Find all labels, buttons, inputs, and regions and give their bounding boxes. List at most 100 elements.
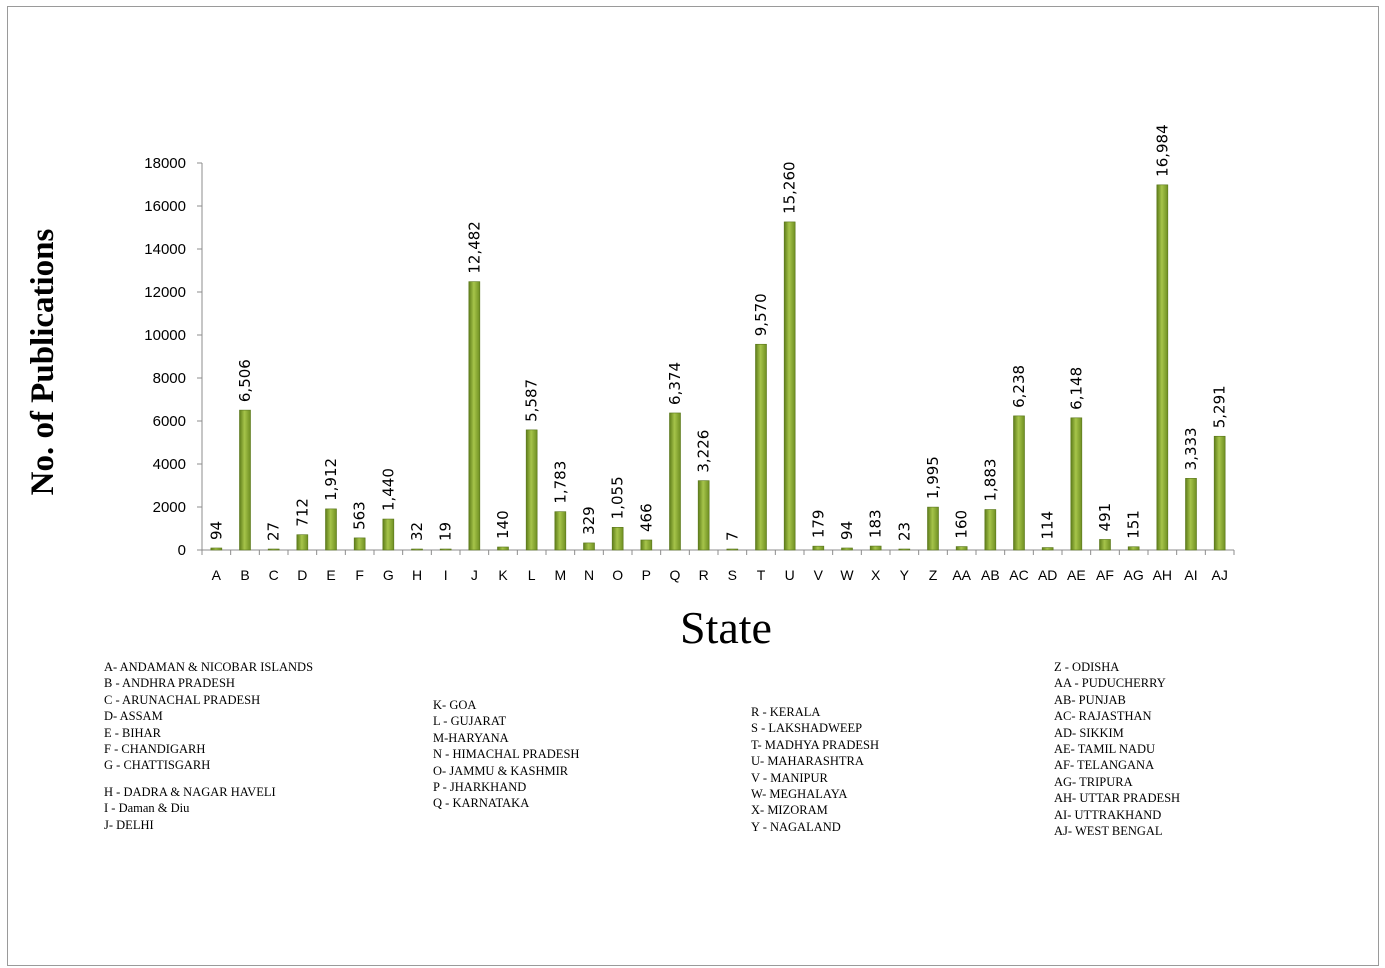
category-label-AI: AI (1184, 567, 1197, 583)
category-label-D: D (297, 567, 307, 583)
y-tick-label: 14000 (144, 241, 186, 258)
y-tick-label: 18000 (144, 155, 186, 172)
bar-K (497, 546, 509, 551)
y-tick-label: 10000 (144, 327, 186, 344)
bar-C (267, 548, 280, 551)
legend-entry: L - GUJARAT (433, 714, 507, 729)
y-tick-label: 4000 (153, 456, 186, 473)
category-label-AE: AE (1067, 567, 1086, 583)
legend-entry: N - HIMACHAL PRADESH (433, 747, 580, 762)
bar-O (611, 527, 624, 551)
legend-entry: S - LAKSHADWEEP (751, 721, 863, 736)
bar-N (583, 542, 595, 551)
chart-data-labels: 94 6,506 27 712 1,912 563 1,440 32 19 12,482 140 5,… (207, 124, 1228, 541)
legend-entry: A- ANDAMAN & NICOBAR ISLANDS (104, 660, 314, 674)
bar-D (296, 534, 309, 551)
bar-B (239, 409, 251, 551)
bar-AG (1127, 546, 1140, 551)
data-label-B: 6,506 (236, 359, 254, 402)
data-label-AB: 1,883 (981, 459, 999, 502)
bar-S (726, 548, 739, 551)
data-label-Q: 6,374 (666, 362, 684, 405)
bar-AH (1156, 184, 1169, 551)
bar-Q (669, 412, 681, 551)
category-label-AJ: AJ (1211, 567, 1227, 583)
bar-Y (898, 548, 911, 551)
category-label-T: T (757, 567, 766, 583)
category-label-Z: Z (929, 567, 938, 583)
data-label-Y: 23 (895, 522, 913, 541)
bar-AC (1013, 415, 1025, 551)
legend-entry: I - Daman & Diu (104, 801, 190, 816)
data-label-AA: 160 (953, 510, 971, 539)
data-label-AD: 114 (1039, 511, 1057, 540)
legend-list-1: A- ANDAMAN & NICOBAR ISLANDS B - ANDHRA P… (104, 659, 313, 774)
legend-entry: Y - NAGALAND (751, 819, 841, 834)
category-label-Y: Y (900, 567, 910, 583)
category-label-A: A (212, 567, 222, 583)
category-label-E: E (326, 567, 335, 583)
legend-entry: AD- SIKKIM (1054, 725, 1124, 740)
bar-Z (927, 506, 939, 551)
y-axis-title: No. of Publications (25, 228, 61, 495)
data-label-N: 329 (580, 506, 598, 535)
bar-J (468, 281, 481, 551)
legend-entry: AJ- WEST BENGAL (1054, 824, 1163, 839)
legend-entry: AI- UTTRAKHAND (1054, 807, 1162, 822)
category-label-N: N (584, 567, 594, 583)
bar-AB (984, 509, 997, 551)
bar-T (755, 343, 767, 551)
legend-entry: AB- PUNJAB (1054, 692, 1126, 707)
legend-entry: G - CHATTISGARH (104, 758, 211, 773)
bar-F (353, 537, 366, 551)
x-axis-title: State (680, 602, 772, 653)
data-label-O: 1,055 (609, 476, 627, 519)
bar-R (697, 480, 710, 551)
legend-entry: J- DELHI (104, 817, 154, 832)
data-label-V: 179 (809, 510, 827, 539)
category-label-X: X (871, 567, 881, 583)
category-label-AH: AH (1153, 567, 1172, 583)
category-label-K: K (498, 567, 508, 583)
data-label-M: 1,783 (551, 461, 569, 504)
legend-entry: T- MADHYA PRADESH (751, 737, 880, 752)
legend-entry: D- ASSAM (104, 709, 163, 724)
y-tick-label: 0 (178, 542, 186, 559)
legend-entry: F - CHANDIGARH (104, 742, 206, 757)
category-label-L: L (528, 567, 536, 583)
bar-AI (1185, 478, 1197, 551)
category-label-F: F (355, 567, 364, 583)
bar-H (411, 548, 423, 551)
data-label-C: 27 (265, 522, 283, 541)
category-label-U: U (785, 567, 795, 583)
data-label-AJ: 5,291 (1211, 385, 1229, 428)
legend-entry: E - BIHAR (104, 725, 161, 740)
legend-column-3: R - KERALA S - LAKSHADWEEP T- MADHYA PRADE… (751, 704, 879, 835)
legend-entry: U- MAHARASHTRA (751, 754, 864, 769)
legend-entry: Z - ODISHA (1054, 660, 1120, 674)
category-label-S: S (728, 567, 737, 583)
legend-entry: AG- TRIPURA (1054, 774, 1133, 789)
legend-entry: B - ANDHRA PRADESH (104, 676, 235, 691)
legend-entry: X- MIZORAM (751, 803, 828, 818)
data-label-F: 563 (351, 501, 369, 530)
legend-list-1b: H - DADRA & NAGAR HAVELI I - Daman & Diu J… (104, 784, 313, 833)
bar-AA (955, 546, 968, 551)
category-label-C: C (269, 567, 279, 583)
legend-entry: R - KERALA (751, 705, 821, 719)
bar-L (525, 429, 538, 551)
bar-AF (1099, 539, 1111, 551)
legend-entry: Q - KARNATAKA (433, 796, 530, 811)
legend-entry: K- GOA (433, 698, 477, 712)
legend-entry: AE- TAMIL NADU (1054, 742, 1156, 757)
y-tick-label: 2000 (153, 499, 186, 516)
category-label-Q: Q (670, 567, 681, 583)
bar-M (554, 511, 567, 551)
bar-AE (1070, 417, 1083, 551)
category-label-H: H (412, 567, 422, 583)
legend-entry: AA - PUDUCHERRY (1054, 676, 1166, 691)
bar-A (210, 547, 223, 551)
legend-entry: AH- UTTAR PRADESH (1054, 791, 1181, 806)
data-label-P: 466 (637, 503, 655, 532)
data-label-A: 94 (207, 521, 225, 540)
